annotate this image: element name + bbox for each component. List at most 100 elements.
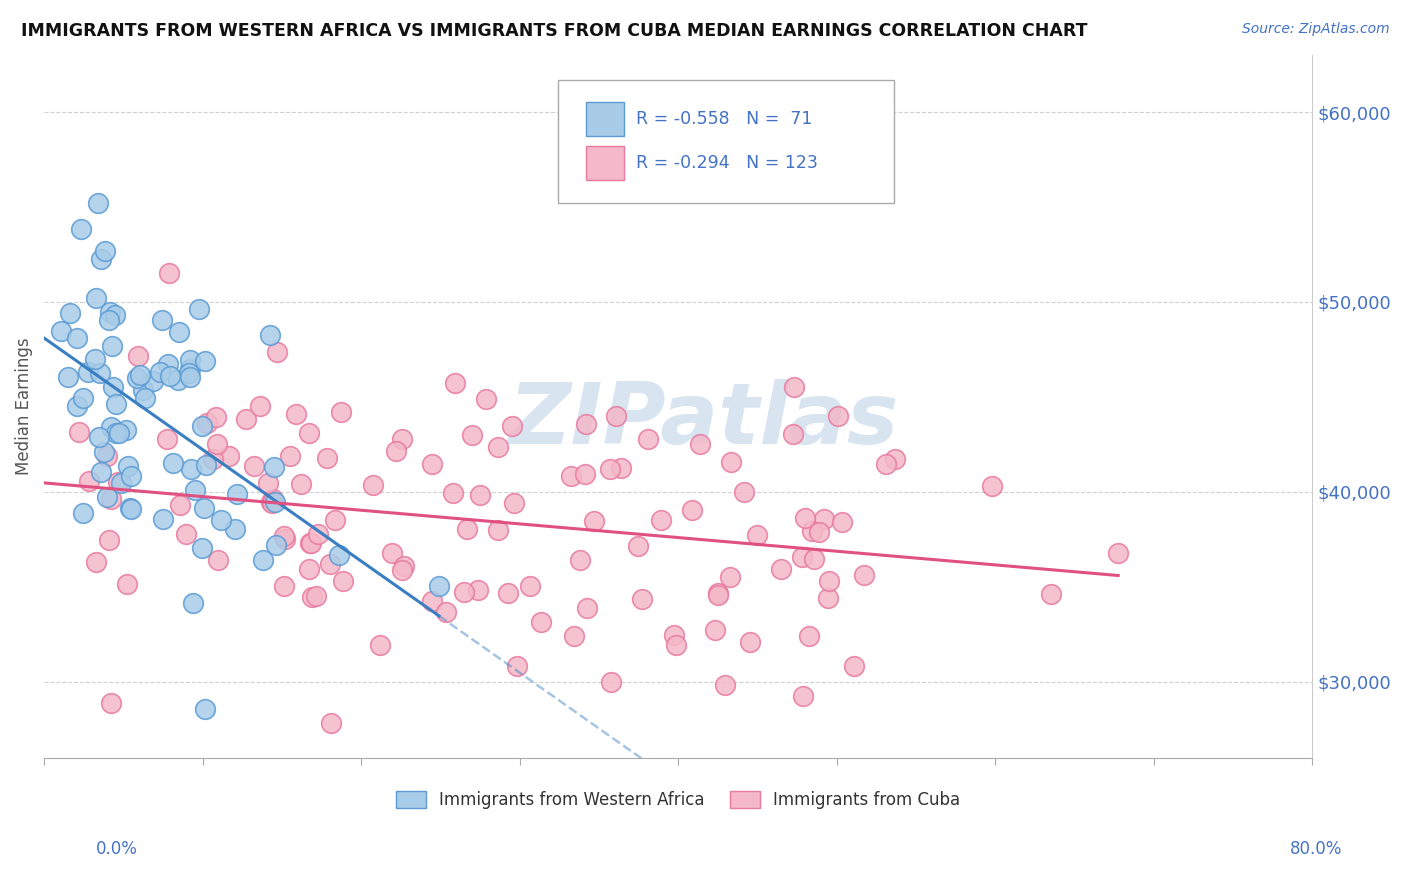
Point [104, 397, 127, 411]
Point [714, 678, 737, 692]
Point [167, 373, 190, 387]
Point [420, 594, 443, 608]
Point [90, 465, 112, 479]
Point [718, 570, 741, 584]
Point [575, 600, 598, 615]
Point [707, 586, 730, 600]
Point [257, 475, 280, 490]
Point [831, 516, 853, 530]
Point [298, 426, 321, 441]
Point [853, 567, 876, 582]
Point [156, 432, 179, 446]
Point [461, 428, 484, 442]
Point [152, 313, 174, 327]
Point [689, 437, 711, 451]
Point [89, 430, 111, 444]
Point [298, 562, 321, 576]
Point [90, 252, 112, 267]
Point [381, 546, 404, 560]
Point [290, 476, 312, 491]
Point [218, 450, 240, 464]
Point [610, 461, 633, 475]
Point [97, 533, 120, 547]
Point [181, 596, 204, 610]
Text: R = -0.558   N =  71: R = -0.558 N = 71 [637, 110, 813, 128]
Point [792, 689, 814, 703]
Point [738, 635, 761, 649]
Point [117, 459, 139, 474]
Point [384, 443, 406, 458]
Point [803, 551, 825, 566]
Point [180, 462, 202, 476]
Point [501, 419, 523, 434]
Point [259, 327, 281, 342]
Point [298, 536, 321, 550]
Point [249, 399, 271, 413]
Point [605, 409, 627, 424]
Point [274, 532, 297, 546]
Point [174, 527, 197, 541]
Point [818, 574, 841, 588]
Point [574, 467, 596, 481]
Point [797, 629, 820, 643]
Point [127, 349, 149, 363]
Point [104, 308, 127, 322]
Point [87, 196, 110, 211]
Point [827, 409, 849, 423]
Point [792, 550, 814, 565]
Point [260, 494, 283, 508]
Point [704, 624, 727, 638]
Point [67, 425, 90, 440]
Point [468, 488, 491, 502]
Point [108, 425, 131, 440]
Point [224, 522, 246, 536]
Point [278, 449, 301, 463]
Point [194, 458, 217, 473]
Point [49, 324, 72, 338]
Point [56, 370, 79, 384]
Point [316, 451, 339, 466]
Point [129, 368, 152, 382]
Text: IMMIGRANTS FROM WESTERN AFRICA VS IMMIGRANTS FROM CUBA MEDIAN EARNINGS CORRELATI: IMMIGRANTS FROM WESTERN AFRICA VS IMMIGR… [21, 22, 1088, 40]
Point [370, 638, 392, 652]
Point [467, 583, 489, 598]
Point [262, 496, 284, 510]
Point [142, 374, 165, 388]
Legend: Immigrants from Western Africa, Immigrants from Cuba: Immigrants from Western Africa, Immigran… [389, 785, 967, 816]
Point [190, 541, 212, 555]
Point [844, 659, 866, 673]
Point [486, 441, 509, 455]
Point [72, 506, 94, 520]
Point [783, 379, 806, 393]
Point [575, 417, 598, 431]
Point [100, 339, 122, 353]
Point [321, 715, 343, 730]
Point [631, 592, 654, 607]
Text: 0.0%: 0.0% [96, 840, 138, 858]
Point [66, 399, 89, 413]
Point [441, 485, 464, 500]
Point [103, 380, 125, 394]
Point [179, 362, 201, 376]
Point [266, 345, 288, 359]
Point [733, 485, 755, 500]
Point [456, 522, 478, 536]
Point [149, 365, 172, 379]
Point [391, 432, 413, 446]
Point [519, 579, 541, 593]
Point [193, 501, 215, 516]
Point [167, 325, 190, 339]
Point [361, 478, 384, 492]
Point [89, 367, 111, 381]
Point [264, 495, 287, 509]
Point [207, 553, 229, 567]
Point [323, 513, 346, 527]
Point [662, 627, 685, 641]
FancyBboxPatch shape [558, 79, 894, 202]
Point [84, 352, 107, 367]
Point [650, 513, 672, 527]
Point [100, 420, 122, 434]
Point [235, 412, 257, 426]
Point [434, 605, 457, 619]
Point [94, 244, 117, 258]
